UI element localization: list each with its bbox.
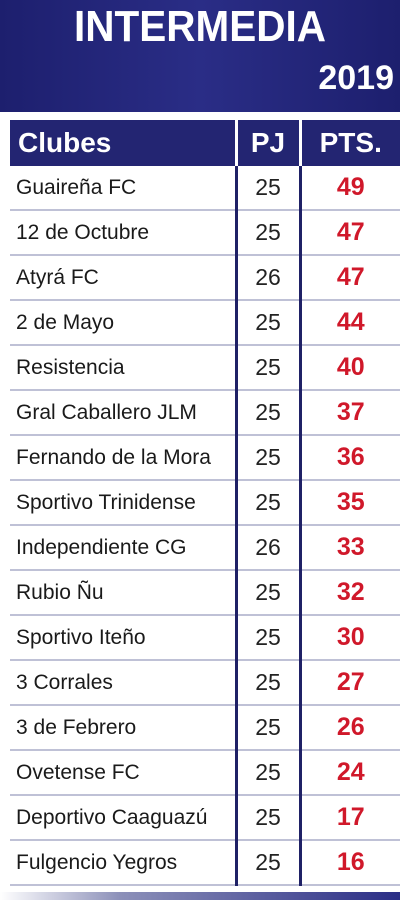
table-row: Guaireña FC 25 49 bbox=[10, 166, 400, 211]
standings-table-container: Clubes PJ PTS. Guaireña FC 25 49 12 de Octu… bbox=[10, 120, 400, 888]
table-row: 2 de Mayo 25 44 bbox=[10, 300, 400, 346]
points-cell: 37 bbox=[298, 390, 400, 436]
played-cell: 25 bbox=[234, 166, 300, 211]
table-row: Resistencia 25 40 bbox=[10, 345, 400, 391]
table-row: Atyrá FC 26 47 bbox=[10, 255, 400, 301]
club-name-cell: 2 de Mayo bbox=[10, 300, 236, 346]
bottom-divider bbox=[0, 892, 400, 900]
standings-table: Clubes PJ PTS. Guaireña FC 25 49 12 de Octu… bbox=[10, 120, 400, 886]
table-row: Gral Caballero JLM 25 37 bbox=[10, 390, 400, 436]
table-row: 3 de Febrero 25 26 bbox=[10, 705, 400, 751]
club-name-cell: Sportivo Trinidense bbox=[10, 480, 236, 526]
table-row: 3 Corrales 25 27 bbox=[10, 660, 400, 706]
table-header: Clubes PJ PTS. bbox=[10, 120, 400, 166]
points-cell: 27 bbox=[298, 660, 400, 706]
played-cell: 25 bbox=[234, 840, 300, 886]
club-name-cell: Fernando de la Mora bbox=[10, 435, 236, 481]
points-cell: 47 bbox=[298, 210, 400, 256]
played-cell: 25 bbox=[234, 615, 300, 661]
points-cell: 40 bbox=[298, 345, 400, 391]
club-name-cell: Guaireña FC bbox=[10, 166, 236, 211]
points-cell: 26 bbox=[298, 705, 400, 751]
header-banner: INTERMEDIA 2019 bbox=[0, 0, 400, 112]
points-cell: 32 bbox=[298, 570, 400, 616]
played-cell: 25 bbox=[234, 345, 300, 391]
played-cell: 25 bbox=[234, 570, 300, 616]
club-name-cell: Fulgencio Yegros bbox=[10, 840, 236, 886]
played-cell: 25 bbox=[234, 795, 300, 841]
points-cell: 33 bbox=[298, 525, 400, 571]
points-cell: 47 bbox=[298, 255, 400, 301]
table-row: Fulgencio Yegros 25 16 bbox=[10, 840, 400, 886]
column-header-club: Clubes bbox=[10, 120, 236, 166]
club-name-cell: Deportivo Caaguazú bbox=[10, 795, 236, 841]
column-header-points: PTS. bbox=[298, 120, 400, 166]
played-cell: 25 bbox=[234, 435, 300, 481]
table-row: Fernando de la Mora 25 36 bbox=[10, 435, 400, 481]
points-cell: 35 bbox=[298, 480, 400, 526]
column-header-played: PJ bbox=[234, 120, 300, 166]
played-cell: 25 bbox=[234, 750, 300, 796]
played-cell: 25 bbox=[234, 660, 300, 706]
club-name-cell: Sportivo Iteño bbox=[10, 615, 236, 661]
table-body: Guaireña FC 25 49 12 de Octubre 25 47 Atyrá FC… bbox=[10, 166, 400, 886]
club-name-cell: Resistencia bbox=[10, 345, 236, 391]
page-title: INTERMEDIA bbox=[74, 2, 326, 51]
table-row: Ovetense FC 25 24 bbox=[10, 750, 400, 796]
season-year: 2019 bbox=[318, 59, 394, 97]
played-cell: 25 bbox=[234, 705, 300, 751]
club-name-cell: Rubio Ñu bbox=[10, 570, 236, 616]
club-name-cell: 3 de Febrero bbox=[10, 705, 236, 751]
club-name-cell: 12 de Octubre bbox=[10, 210, 236, 256]
table-row: 12 de Octubre 25 47 bbox=[10, 210, 400, 256]
table-row: Deportivo Caaguazú 25 17 bbox=[10, 795, 400, 841]
points-cell: 24 bbox=[298, 750, 400, 796]
points-cell: 30 bbox=[298, 615, 400, 661]
club-name-cell: Independiente CG bbox=[10, 525, 236, 571]
table-row: Sportivo Iteño 25 30 bbox=[10, 615, 400, 661]
table-row: Independiente CG 26 33 bbox=[10, 525, 400, 571]
table-header-row: Clubes PJ PTS. bbox=[10, 120, 400, 166]
played-cell: 25 bbox=[234, 390, 300, 436]
points-cell: 49 bbox=[298, 166, 400, 211]
played-cell: 26 bbox=[234, 525, 300, 571]
played-cell: 25 bbox=[234, 480, 300, 526]
played-cell: 25 bbox=[234, 210, 300, 256]
points-cell: 16 bbox=[298, 840, 400, 886]
played-cell: 26 bbox=[234, 255, 300, 301]
played-cell: 25 bbox=[234, 300, 300, 346]
points-cell: 36 bbox=[298, 435, 400, 481]
points-cell: 44 bbox=[298, 300, 400, 346]
club-name-cell: 3 Corrales bbox=[10, 660, 236, 706]
club-name-cell: Ovetense FC bbox=[10, 750, 236, 796]
points-cell: 17 bbox=[298, 795, 400, 841]
table-row: Rubio Ñu 25 32 bbox=[10, 570, 400, 616]
table-row: Sportivo Trinidense 25 35 bbox=[10, 480, 400, 526]
club-name-cell: Atyrá FC bbox=[10, 255, 236, 301]
club-name-cell: Gral Caballero JLM bbox=[10, 390, 236, 436]
